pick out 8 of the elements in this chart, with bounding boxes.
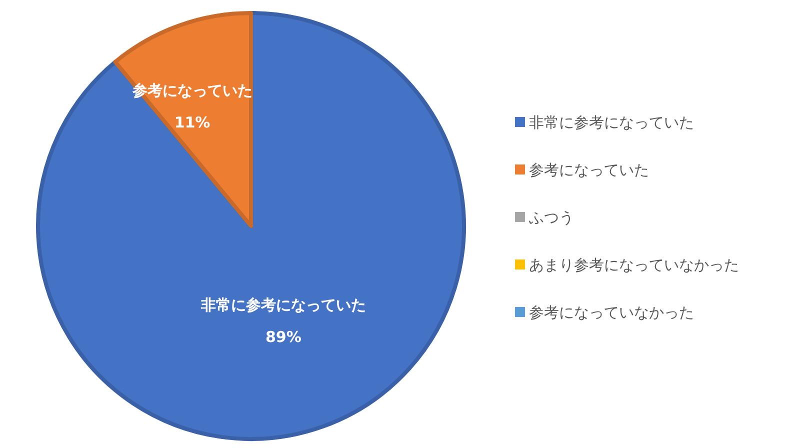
legend-label: 参考になっていなかった xyxy=(529,304,694,322)
data-label: 11% xyxy=(174,114,210,132)
legend-label: あまり参考になっていなかった xyxy=(529,256,739,274)
legend-label: 非常に参考になっていた xyxy=(529,114,694,132)
data-label: 89% xyxy=(266,328,302,346)
legend-label: ふつう xyxy=(528,208,574,226)
legend-label: 参考になっていた xyxy=(529,161,649,179)
slice-label: 非常に参考になっていた xyxy=(200,296,366,314)
